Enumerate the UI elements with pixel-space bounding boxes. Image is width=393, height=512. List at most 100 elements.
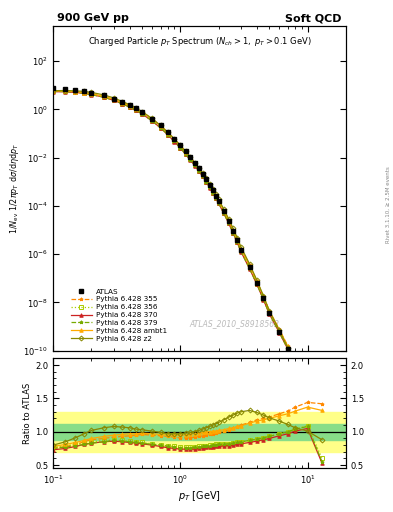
Pythia 6.428 355 <box>82 90 86 96</box>
Pythia 6.428 379 <box>193 162 197 168</box>
Line: Pythia 6.428 370: Pythia 6.428 370 <box>51 90 324 449</box>
Pythia 6.428 355 <box>51 88 55 94</box>
Pythia 6.428 370 <box>261 296 266 303</box>
Pythia 6.428 379 <box>261 296 266 302</box>
Pythia 6.428 ambt1 <box>204 176 209 182</box>
Pythia 6.428 355 <box>231 227 235 233</box>
Pythia 6.428 ambt1 <box>200 170 205 177</box>
Pythia 6.428 356 <box>216 200 221 206</box>
Pythia 6.428 ambt1 <box>127 102 132 109</box>
Pythia 6.428 379 <box>293 360 298 367</box>
Pythia 6.428 z2 <box>165 130 170 136</box>
Pythia 6.428 379 <box>207 184 212 190</box>
Pythia 6.428 370 <box>277 330 282 336</box>
Pythia 6.428 z2 <box>239 244 243 250</box>
Pythia 6.428 356 <box>277 329 282 335</box>
X-axis label: $p_T$ [GeV]: $p_T$ [GeV] <box>178 488 221 502</box>
Pythia 6.428 379 <box>120 101 125 107</box>
Pythia 6.428 z2 <box>255 277 259 283</box>
ATLAS <box>235 237 240 243</box>
Pythia 6.428 355 <box>277 326 282 332</box>
Pythia 6.428 z2 <box>293 360 298 367</box>
Pythia 6.428 379 <box>63 89 68 95</box>
Pythia 6.428 ambt1 <box>226 218 231 224</box>
ATLAS <box>255 280 259 286</box>
Pythia 6.428 z2 <box>82 88 86 94</box>
Pythia 6.428 z2 <box>51 88 55 94</box>
Pythia 6.428 z2 <box>305 386 310 392</box>
ATLAS <box>120 99 125 105</box>
Pythia 6.428 355 <box>255 278 259 284</box>
Pythia 6.428 370 <box>285 346 290 352</box>
Pythia 6.428 356 <box>267 310 272 316</box>
Pythia 6.428 379 <box>82 90 86 96</box>
Pythia 6.428 z2 <box>101 92 106 98</box>
Pythia 6.428 356 <box>293 360 298 367</box>
ATLAS <box>261 295 266 301</box>
Pythia 6.428 370 <box>82 90 86 96</box>
ATLAS <box>150 116 154 122</box>
Line: Pythia 6.428 355: Pythia 6.428 355 <box>51 90 324 438</box>
Pythia 6.428 355 <box>285 343 290 349</box>
Pythia 6.428 379 <box>183 151 188 157</box>
Pythia 6.428 ambt1 <box>172 136 177 142</box>
Pythia 6.428 379 <box>231 229 235 236</box>
Text: Charged Particle $p_T$ Spectrum ($N_{ch} > 1,\ p_T > 0.1$ GeV): Charged Particle $p_T$ Spectrum ($N_{ch}… <box>88 35 311 48</box>
ATLAS <box>210 187 215 194</box>
Pythia 6.428 z2 <box>111 95 116 101</box>
Pythia 6.428 379 <box>200 173 205 179</box>
ATLAS <box>178 142 183 148</box>
Pythia 6.428 355 <box>158 123 163 129</box>
Pythia 6.428 356 <box>127 104 132 110</box>
Pythia 6.428 356 <box>150 118 154 124</box>
Pythia 6.428 379 <box>172 138 177 144</box>
Line: Pythia 6.428 379: Pythia 6.428 379 <box>51 90 324 448</box>
Pythia 6.428 ambt1 <box>158 123 163 129</box>
Pythia 6.428 370 <box>204 179 209 185</box>
Text: Soft QCD: Soft QCD <box>285 13 342 23</box>
Pythia 6.428 370 <box>235 240 240 246</box>
Pythia 6.428 ambt1 <box>196 165 201 172</box>
Pythia 6.428 370 <box>239 249 243 255</box>
Pythia 6.428 z2 <box>63 88 68 94</box>
Pythia 6.428 355 <box>193 160 197 166</box>
Pythia 6.428 379 <box>285 346 290 352</box>
Pythia 6.428 356 <box>63 88 68 94</box>
Pythia 6.428 z2 <box>277 327 282 333</box>
Pythia 6.428 379 <box>127 104 132 110</box>
Pythia 6.428 355 <box>196 166 201 172</box>
Pythia 6.428 ambt1 <box>73 89 78 95</box>
Pythia 6.428 356 <box>120 100 125 106</box>
ATLAS <box>204 176 209 182</box>
Pythia 6.428 370 <box>89 92 94 98</box>
Pythia 6.428 ambt1 <box>277 327 282 333</box>
ATLAS <box>73 87 78 93</box>
Pythia 6.428 ambt1 <box>111 96 116 102</box>
Pythia 6.428 379 <box>255 281 259 287</box>
Pythia 6.428 356 <box>165 132 170 138</box>
Pythia 6.428 355 <box>63 89 68 95</box>
Pythia 6.428 379 <box>111 97 116 103</box>
Pythia 6.428 356 <box>101 94 106 100</box>
Pythia 6.428 370 <box>172 139 177 145</box>
Pythia 6.428 355 <box>101 94 106 100</box>
Pythia 6.428 ambt1 <box>178 142 183 148</box>
Pythia 6.428 355 <box>188 155 193 161</box>
ATLAS <box>165 129 170 135</box>
Pythia 6.428 379 <box>247 265 252 271</box>
ATLAS <box>247 264 252 270</box>
Pythia 6.428 z2 <box>213 191 218 198</box>
Pythia 6.428 370 <box>293 361 298 367</box>
Pythia 6.428 370 <box>140 111 144 117</box>
Pythia 6.428 355 <box>226 218 231 224</box>
ATLAS <box>140 109 144 115</box>
Pythia 6.428 356 <box>231 229 235 236</box>
Pythia 6.428 370 <box>226 220 231 226</box>
Pythia 6.428 z2 <box>134 105 138 111</box>
Pythia 6.428 355 <box>213 193 218 199</box>
Y-axis label: Ratio to ATLAS: Ratio to ATLAS <box>23 383 32 444</box>
Pythia 6.428 370 <box>210 190 215 196</box>
Pythia 6.428 z2 <box>140 109 144 115</box>
ATLAS <box>226 218 231 224</box>
Pythia 6.428 356 <box>261 296 266 302</box>
